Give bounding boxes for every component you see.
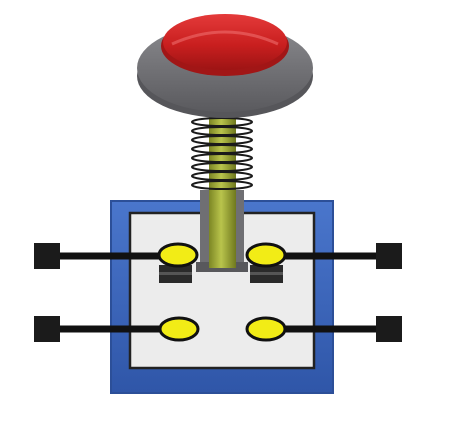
contact-top-right <box>245 242 287 268</box>
terminal-bottom-right <box>376 316 402 342</box>
button-cap <box>163 14 287 70</box>
button-cap-highlight <box>171 30 279 46</box>
wires <box>58 252 378 333</box>
spring <box>191 117 253 190</box>
contact-top-left <box>157 242 199 268</box>
terminal-top-left <box>34 243 60 269</box>
contact-bottom-left <box>158 316 200 342</box>
contact-bottom-right <box>245 316 287 342</box>
terminal-top-right <box>376 243 402 269</box>
contacts <box>157 242 287 342</box>
terminal-bottom-left <box>34 316 60 342</box>
terminals <box>34 243 402 342</box>
contact-bridge <box>159 265 283 283</box>
